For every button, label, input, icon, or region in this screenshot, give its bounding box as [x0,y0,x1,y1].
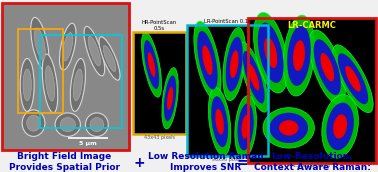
Ellipse shape [45,66,55,101]
Ellipse shape [293,40,305,71]
Ellipse shape [60,118,75,132]
Ellipse shape [197,31,218,90]
Bar [187,25,268,156]
Ellipse shape [63,33,73,61]
Ellipse shape [309,30,345,104]
Ellipse shape [237,103,254,150]
Ellipse shape [333,114,347,138]
Ellipse shape [162,68,178,129]
Text: =: = [236,156,248,170]
Ellipse shape [144,40,159,89]
Ellipse shape [314,39,341,95]
Ellipse shape [202,45,212,75]
Ellipse shape [239,42,268,112]
Ellipse shape [279,120,299,136]
Ellipse shape [235,96,256,158]
Ellipse shape [287,25,311,86]
Text: Bright Field Image
Provides Spatial Prior: Bright Field Image Provides Spatial Prio… [9,152,120,172]
Bar [2,3,129,150]
Ellipse shape [263,108,314,148]
Ellipse shape [42,54,58,113]
Ellipse shape [243,51,265,103]
Ellipse shape [141,32,162,97]
Text: 150x150 pixels: 150x150 pixels [293,163,330,168]
Ellipse shape [148,52,155,77]
Ellipse shape [242,115,250,139]
Text: 96x96 pixels: 96x96 pixels [212,157,243,162]
Ellipse shape [84,26,105,76]
Ellipse shape [211,96,228,147]
Ellipse shape [88,36,101,66]
Text: 5 μm: 5 μm [79,141,97,146]
Bar [133,32,186,134]
Ellipse shape [264,37,277,68]
Bar [248,18,376,163]
Bar [248,18,376,163]
Ellipse shape [223,28,246,101]
Bar [133,32,186,134]
Ellipse shape [338,53,368,104]
Ellipse shape [226,37,243,92]
Ellipse shape [230,50,239,78]
Ellipse shape [85,113,108,136]
Ellipse shape [333,45,373,113]
Ellipse shape [103,45,116,72]
Ellipse shape [283,15,315,96]
Text: 43x43 pixels: 43x43 pixels [144,135,175,140]
Text: LR-PointScan 0.1s: LR-PointScan 0.1s [204,19,251,24]
Bar [187,25,268,156]
Ellipse shape [34,28,45,60]
Ellipse shape [55,113,81,136]
Ellipse shape [73,69,82,101]
Ellipse shape [20,58,34,111]
Ellipse shape [164,75,176,121]
Ellipse shape [167,87,173,110]
Ellipse shape [326,103,354,150]
Ellipse shape [59,23,76,70]
Ellipse shape [322,95,358,158]
Ellipse shape [27,115,40,131]
Text: HR-PointScan
0.5s: HR-PointScan 0.5s [142,20,177,31]
Ellipse shape [321,53,334,81]
Ellipse shape [22,110,45,136]
Ellipse shape [215,109,224,135]
Text: Low Resolution Raman
Improves SNR: Low Resolution Raman Improves SNR [148,152,264,172]
Ellipse shape [248,64,259,90]
Ellipse shape [31,17,49,70]
Text: Low-Resolution,
Context Aware Raman:
10x faster imaging: Low-Resolution, Context Aware Raman: 10x… [254,152,371,172]
Ellipse shape [254,12,288,93]
Bar [40,35,122,128]
Ellipse shape [194,21,221,99]
Text: +: + [133,156,145,170]
Ellipse shape [70,58,85,111]
Ellipse shape [99,37,120,80]
Ellipse shape [270,113,308,143]
Bar [2,3,129,150]
Bar [19,29,63,113]
Ellipse shape [90,118,104,132]
Ellipse shape [258,23,284,83]
Ellipse shape [208,88,231,156]
Ellipse shape [345,66,361,92]
Ellipse shape [23,69,31,101]
Text: LR-CARMC: LR-CARMC [287,22,336,30]
